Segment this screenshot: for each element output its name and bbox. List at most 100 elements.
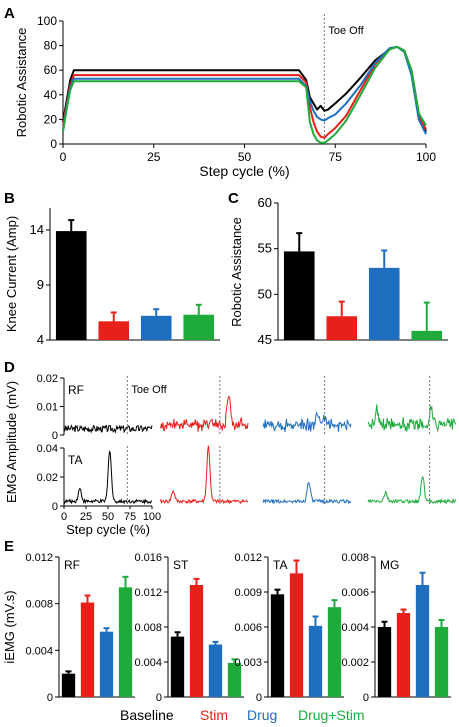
y-tick-label: 0 xyxy=(156,692,162,704)
x-tick-label: 25 xyxy=(147,150,161,164)
bar-2 xyxy=(368,267,400,340)
y-tick-label: 0.003 xyxy=(234,657,262,669)
y-tick-label: 0 xyxy=(47,692,53,704)
bar-0 xyxy=(283,251,315,340)
y-tick-label: 55 xyxy=(258,241,272,256)
y-tick-label: 0.012 xyxy=(134,587,162,599)
y-tick-label: 0.008 xyxy=(134,622,162,634)
panel-label-b: B xyxy=(4,190,15,207)
bar-3 xyxy=(183,314,215,340)
toe-off-label: Toe Off xyxy=(328,25,364,37)
x-tick-label: 25 xyxy=(80,511,92,523)
y-tick-label: 45 xyxy=(258,332,272,347)
bar-0 xyxy=(377,627,392,697)
bar-0 xyxy=(55,231,87,340)
y-tick-label: 0.01 xyxy=(37,402,58,414)
y-tick-label: 0 xyxy=(256,692,262,704)
muscle-label: TA xyxy=(68,453,82,467)
y-tick-label: 0.008 xyxy=(25,599,53,611)
y-tick-label: 0.016 xyxy=(134,552,162,564)
emg-trace xyxy=(262,481,352,505)
y-tick-label: 0 xyxy=(52,430,58,442)
y-tick-label: 60 xyxy=(258,195,272,210)
bar-0 xyxy=(170,636,185,697)
bar-2 xyxy=(308,625,323,697)
emg-trace xyxy=(63,424,153,434)
y-tick-label: 0.04 xyxy=(37,443,58,455)
y-tick-label: 0.012 xyxy=(25,552,53,564)
bar-1 xyxy=(80,602,95,697)
bar-2 xyxy=(208,644,223,697)
chart-c: 45 50 55 60 Robotic Assistance xyxy=(229,195,448,347)
y-tick-label: 0.004 xyxy=(341,622,369,634)
legend-item: Baseline xyxy=(120,707,174,723)
bar-3 xyxy=(434,627,449,697)
x-axis-label: Step cycle (%) xyxy=(66,522,150,537)
y-tick-label: 0.012 xyxy=(234,552,262,564)
y-tick-label: 0.006 xyxy=(234,622,262,634)
bar-2 xyxy=(99,631,114,697)
bar-1 xyxy=(98,321,130,340)
chart-b: 4 9 14 Knee Current (Amp) xyxy=(4,208,220,347)
emg-trace xyxy=(367,476,457,505)
emg-trace xyxy=(63,450,153,505)
bar-1 xyxy=(326,316,358,340)
x-tick-label: 0 xyxy=(61,511,67,523)
y-tick-label: 0.004 xyxy=(25,645,53,657)
y-tick-label: 80 xyxy=(44,39,58,53)
chart-e: 0 0.004 0.008 0.012 RF 0 0.004 0.008 0.012 0.016 S… xyxy=(2,552,451,704)
subplot-mg: 0 0.002 0.004 0.006 0.008 MG xyxy=(341,552,451,704)
y-tick-label: 50 xyxy=(258,286,272,301)
series-line-drugstim xyxy=(62,45,427,144)
y-tick-label: 0.004 xyxy=(134,657,162,669)
y-tick-label: 14 xyxy=(30,222,44,237)
y-axis-label: Robotic Assistance xyxy=(14,28,29,138)
legend-item: Drug+Stim xyxy=(298,707,365,723)
subplot-title: MG xyxy=(380,558,399,572)
y-tick-label: 0.008 xyxy=(341,552,369,564)
bar-0 xyxy=(270,594,285,697)
subplot-title: ST xyxy=(173,558,189,572)
series-line-stim xyxy=(62,45,427,139)
bar-1 xyxy=(189,585,204,697)
y-tick-label: 0 xyxy=(50,137,57,151)
panel-label-c: C xyxy=(228,190,239,207)
x-tick-label: 0 xyxy=(60,150,67,164)
x-tick-label: 100 xyxy=(416,150,436,164)
y-tick-label: 100 xyxy=(37,14,57,28)
y-tick-label: 0.02 xyxy=(37,472,58,484)
x-tick-label: 50 xyxy=(102,511,114,523)
bar-0 xyxy=(61,673,76,697)
toe-off-label: Toe Off xyxy=(131,384,167,396)
panel-label-a: A xyxy=(4,5,15,22)
subplot-ta: 0 0.003 0.006 0.009 0.012 TA xyxy=(234,552,344,704)
y-tick-label: 4 xyxy=(37,332,44,347)
bar-3 xyxy=(411,330,443,340)
bar-3 xyxy=(327,607,342,697)
x-tick-label: 75 xyxy=(124,511,136,523)
chart-d: 0 0.01 0.02 RF 0 0.02 0.04 TA Toe Off 0 25 50 75 100S… xyxy=(4,373,457,537)
subplot-title: RF xyxy=(64,558,80,572)
y-tick-label: 0.006 xyxy=(341,587,369,599)
emg-trace xyxy=(159,395,249,432)
y-tick-label: 20 xyxy=(44,112,58,126)
y-tick-label: 60 xyxy=(44,63,58,77)
series-line-baseline xyxy=(62,45,427,133)
bar-2 xyxy=(415,585,430,697)
y-tick-label: 0.009 xyxy=(234,587,262,599)
chart-a: 0 20 40 60 80 100 0 25 50 75 100 Step cycle (%) Robo… xyxy=(14,14,436,179)
x-axis-label: Step cycle (%) xyxy=(199,163,289,179)
y-axis-label: Robotic Assistance xyxy=(229,217,244,327)
y-axis-label: iEMG (mV.s) xyxy=(2,590,17,663)
emg-trace xyxy=(262,411,352,433)
emg-trace xyxy=(367,404,457,433)
subplot-title: TA xyxy=(273,558,287,572)
x-tick-label: 100 xyxy=(143,511,161,523)
bar-2 xyxy=(140,315,172,340)
emg-trace xyxy=(159,445,249,505)
x-tick-label: 50 xyxy=(238,150,252,164)
panel-label-d: D xyxy=(4,359,15,376)
bar-1 xyxy=(396,613,411,697)
x-tick-label: 75 xyxy=(329,150,343,164)
